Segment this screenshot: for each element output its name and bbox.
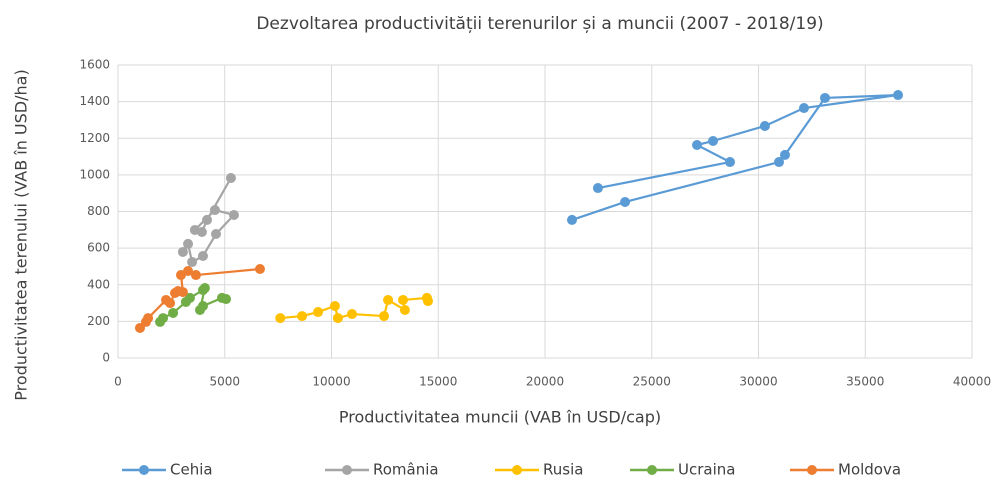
legend-marker <box>512 465 522 475</box>
point <box>893 90 904 101</box>
point <box>158 313 169 324</box>
x-tick-label: 20000 <box>526 375 564 389</box>
series-line <box>571 93 899 221</box>
point <box>620 196 631 207</box>
y-tick-label: 1600 <box>79 58 110 72</box>
point <box>346 309 357 320</box>
point <box>798 103 809 114</box>
point <box>197 300 208 311</box>
x-tick-label: 35000 <box>846 375 884 389</box>
y-tick-label: 1400 <box>79 94 110 108</box>
point <box>190 270 201 281</box>
y-tick-label: 600 <box>87 241 110 255</box>
point <box>329 300 340 311</box>
point <box>143 313 154 324</box>
point <box>592 183 603 194</box>
point <box>183 266 194 277</box>
point <box>379 311 390 322</box>
point <box>567 214 578 225</box>
chart-title: Dezvoltarea productivității terenurilor … <box>256 14 823 34</box>
point <box>199 283 210 294</box>
y-tick-label: 200 <box>87 314 110 328</box>
x-tick-label: 0 <box>114 375 122 389</box>
point <box>820 92 831 103</box>
legend-marker <box>342 465 352 475</box>
point <box>209 205 220 216</box>
point <box>759 120 770 131</box>
point <box>183 238 194 249</box>
point <box>177 287 188 298</box>
point <box>692 140 703 151</box>
legend-label: Moldova <box>838 461 901 479</box>
point <box>197 250 208 261</box>
y-tick-label: 1000 <box>79 167 110 181</box>
point <box>225 172 236 183</box>
point <box>210 229 221 240</box>
y-tick-label: 0 <box>102 351 110 365</box>
legend-marker <box>647 465 657 475</box>
point <box>184 292 195 303</box>
point <box>708 135 719 146</box>
point <box>724 157 735 168</box>
point <box>187 257 198 268</box>
x-tick-label: 25000 <box>633 375 671 389</box>
point <box>177 246 188 257</box>
x-tick-label: 10000 <box>312 375 350 389</box>
point <box>399 305 410 316</box>
legend-marker <box>139 465 149 475</box>
point <box>254 264 265 275</box>
point <box>202 214 213 225</box>
y-tick-label: 1200 <box>79 131 110 145</box>
x-tick-label: 15000 <box>419 375 457 389</box>
point <box>168 307 179 318</box>
x-tick-label: 5000 <box>209 375 240 389</box>
x-axis-title: Productivitatea muncii (VAB în USD/cap) <box>339 408 661 427</box>
x-tick-label: 30000 <box>739 375 777 389</box>
y-tick-label: 800 <box>87 204 110 218</box>
x-tick-label: 40000 <box>953 375 991 389</box>
y-axis-title: Productivitatea terenului (VAB în USD/ha… <box>12 69 31 400</box>
point <box>383 294 394 305</box>
point <box>165 298 176 309</box>
point <box>313 307 324 318</box>
legend-label: România <box>373 461 439 479</box>
point <box>423 296 434 307</box>
legend-label: Ucraina <box>678 461 735 479</box>
point <box>228 209 239 220</box>
legend-marker <box>807 465 817 475</box>
point <box>332 313 343 324</box>
point <box>196 227 207 238</box>
point <box>779 149 790 160</box>
point <box>221 294 232 305</box>
point <box>297 311 308 322</box>
legend-label: Rusia <box>543 461 583 479</box>
legend-label: Cehia <box>170 461 213 479</box>
point <box>398 294 409 305</box>
y-tick-label: 400 <box>87 277 110 291</box>
point <box>773 157 784 168</box>
point <box>275 313 286 324</box>
